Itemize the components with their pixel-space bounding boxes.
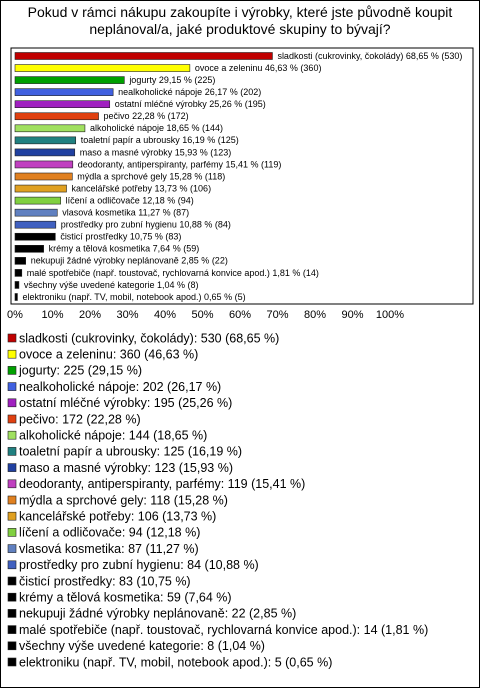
legend-label: líčení a odličovače: 94 (12,18 %): [19, 526, 200, 540]
legend-swatch: [7, 333, 17, 343]
x-tick-label: 20%: [79, 309, 101, 321]
x-tick-label: 90%: [341, 309, 363, 321]
x-tick-label: 0%: [7, 309, 23, 321]
bar-label: sladkosti (cukrovinky, čokolády) 68,65 %…: [277, 51, 462, 61]
bar-label: pečivo 22,28 % (172): [104, 111, 189, 121]
legend-label: maso a masné výrobky: 123 (15,93 %): [19, 461, 233, 475]
legend-swatch: [7, 447, 17, 456]
legend-label: ostatní mléčné výrobky: 195 (25,26 %): [19, 396, 232, 410]
bar: [14, 245, 44, 253]
bar-label: elektroniku (např. TV, mobil, notebook a…: [22, 292, 245, 302]
legend-label: pečivo: 172 (22,28 %): [19, 412, 141, 426]
legend-swatch: [7, 463, 17, 472]
bar: [14, 196, 61, 205]
legend-label: čisticí prostředky: 83 (10,75 %): [19, 574, 191, 588]
bar-label: krémy a tělová kosmetika 7,64 % (59): [49, 244, 200, 254]
bar: [14, 269, 23, 277]
legend-swatch: [7, 398, 17, 408]
bar-label: deodoranty, antiperspiranty, parfémy 15,…: [78, 159, 282, 169]
bar-label: kancelářské potřeby 13,73 % (106): [71, 183, 211, 193]
legend-label: krémy a tělová kosmetika: 59 (7,64 %): [19, 590, 232, 604]
x-tick-label: 100%: [376, 309, 404, 321]
bar-label: malé spotřebiče (např. toustovač, rychlo…: [27, 268, 319, 278]
bar: [14, 184, 67, 193]
legend-swatch: [7, 528, 17, 537]
bar-label: alkoholické nápoje 18,65 % (144): [90, 123, 223, 133]
plot-frame: [10, 47, 474, 305]
bar-label: mýdla a sprchové gely 15,28 % (118): [77, 171, 225, 181]
legend-label: alkoholické nápoje: 144 (18,65 %): [19, 428, 207, 442]
legend-label: elektroniku (např. TV, mobil, notebook a…: [19, 655, 332, 669]
bar-label: toaletní papír a ubrousky 16,19 % (125): [81, 135, 239, 145]
bar: [14, 232, 56, 241]
legend-label: mýdla a sprchové gely: 118 (15,28 %): [19, 493, 228, 507]
bar: [14, 257, 26, 265]
legend-label: ovoce a zeleninu: 360 (46,63 %): [19, 347, 198, 361]
legend-swatch: [7, 479, 17, 489]
legend-swatch: [7, 560, 17, 570]
bar: [14, 172, 73, 181]
bar: [14, 293, 18, 301]
bar-label: líčení a odličovače 12,18 % (94): [66, 195, 194, 205]
bar: [14, 52, 273, 60]
x-tick-label: 30%: [116, 309, 138, 321]
legend-swatch: [7, 641, 17, 651]
bar: [14, 208, 58, 217]
bar: [14, 220, 57, 229]
bar-label: vlasová kosmetika 11,27 % (87): [62, 208, 189, 218]
legend-label: kancelářské potřeby: 106 (13,73 %): [19, 509, 216, 523]
bar: [14, 88, 114, 96]
legend-swatch: [7, 544, 17, 553]
legend-swatch: [7, 414, 17, 424]
legend-label: prostředky pro zubní hygienu: 84 (10,88 …: [19, 558, 259, 572]
x-tick-label: 80%: [304, 309, 326, 321]
legend-label: nekupuji žádné výrobky neplánovaně: 22 (…: [19, 607, 296, 621]
bar-label: prostředky pro zubní hygienu 10,88 % (84…: [61, 220, 231, 230]
legend-swatch: [7, 576, 17, 586]
legend-label: malé spotřebiče (např. toustovač, rychlo…: [19, 623, 428, 637]
bar: [14, 100, 111, 108]
chart-title: Pokud v rámci nákupu zakoupíte i výrobky…: [27, 4, 453, 37]
x-tick-label: 50%: [191, 309, 213, 321]
bar-label: nealkoholické nápoje 26,17 % (202): [118, 87, 261, 97]
x-tick-label: 70%: [266, 309, 288, 321]
legend-label: všechny výše uvedené kategorie: 8 (1,04 …: [19, 639, 265, 653]
legend-label: jogurty: 225 (29,15 %): [18, 364, 142, 378]
legend-swatch: [7, 495, 17, 505]
legend-label: nealkoholické nápoje: 202 (26,17 %): [19, 380, 221, 394]
bar-label: maso a masné výrobky 15,93 % (123): [80, 147, 232, 157]
legend-swatch: [7, 625, 17, 634]
x-tick-label: 10%: [41, 309, 63, 321]
bar-label: nekupuji žádné výrobky neplánovaně 2,85 …: [31, 256, 228, 266]
x-tick-label: 60%: [229, 309, 251, 321]
legend-swatch: [7, 349, 17, 359]
bar: [14, 64, 191, 72]
bar: [14, 281, 20, 289]
bar: [14, 112, 99, 121]
bar: [14, 124, 86, 133]
legend-label: toaletní papír a ubrousky: 125 (16,19 %): [19, 445, 242, 459]
bar-label: všechny výše uvedené kategorie 1,04 % (8…: [24, 280, 199, 290]
x-tick-label: 40%: [154, 309, 176, 321]
legend-swatch: [7, 592, 17, 602]
bar: [14, 76, 125, 84]
bar: [14, 148, 76, 157]
bar-label: ovoce a zeleninu 46,63 % (360): [195, 63, 322, 73]
legend-swatch: [7, 657, 17, 667]
legend-label: vlasová kosmetika: 87 (11,27 %): [19, 542, 199, 556]
legend-swatch: [7, 382, 17, 391]
legend-swatch: [7, 366, 17, 375]
bar-label: jogurty 29,15 % (225): [128, 75, 215, 85]
legend-label: deodoranty, antiperspiranty, parfémy: 11…: [19, 477, 305, 491]
legend-swatch: [7, 430, 17, 440]
legend-swatch: [7, 609, 17, 618]
legend-label: sladkosti (cukrovinky, čokolády): 530 (6…: [19, 331, 279, 345]
bar: [14, 160, 74, 169]
legend-swatch: [7, 511, 17, 521]
bar-label: čisticí prostředky 10,75 % (83): [60, 232, 181, 242]
bar: [14, 136, 77, 145]
bar-label: ostatní mléčné výrobky 25,26 % (195): [115, 99, 266, 109]
